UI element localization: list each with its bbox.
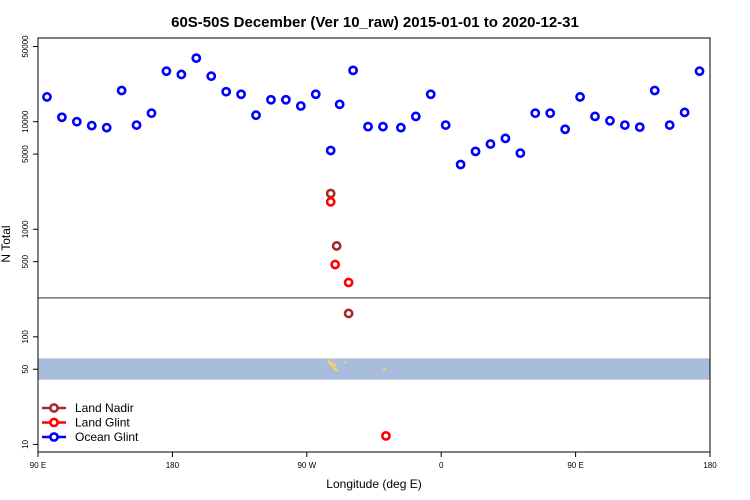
land-speck <box>344 360 348 364</box>
land-speck <box>383 367 386 371</box>
legend-label: Land Nadir <box>75 401 134 415</box>
data-point <box>236 89 246 100</box>
data-point <box>455 159 466 170</box>
data-point <box>116 85 127 96</box>
data-point <box>410 111 421 122</box>
plot-frame <box>37 37 711 453</box>
data-point <box>363 121 373 132</box>
data-point <box>325 196 336 207</box>
y-tick-label: 100 <box>21 330 30 344</box>
x-tick-label: 180 <box>703 461 717 470</box>
x-axis-label: Longitude (deg E) <box>326 477 421 491</box>
data-point <box>500 133 511 144</box>
data-point <box>131 120 142 130</box>
data-point <box>280 94 291 105</box>
chart-title: 60S-50S December (Ver 10_raw) 2015-01-01… <box>171 14 579 31</box>
data-point <box>378 121 388 132</box>
land-markers <box>327 359 386 372</box>
data-point <box>86 120 97 131</box>
land-speck <box>330 361 334 365</box>
data-point <box>560 124 571 135</box>
legend-marker <box>49 432 59 442</box>
legend-label: Ocean Glint <box>75 430 139 444</box>
data-point <box>71 116 82 127</box>
data-point <box>221 86 232 97</box>
x-tick-label: 90 E <box>30 461 46 470</box>
legend-label: Land Glint <box>75 416 130 430</box>
y-tick-label: 1000 <box>21 220 30 238</box>
land-speck <box>327 359 331 363</box>
data-point <box>330 259 341 270</box>
data-point <box>575 92 585 102</box>
data-point <box>649 85 660 96</box>
reference-band <box>38 358 710 380</box>
x-tick-label: 90 E <box>567 461 583 470</box>
data-point <box>310 89 321 100</box>
y-tick-label: 10 <box>21 439 30 448</box>
data-point <box>485 139 496 149</box>
data-point <box>634 122 645 133</box>
data-point <box>440 120 451 130</box>
land-speck <box>335 368 339 372</box>
legend-marker <box>49 403 59 413</box>
data-point <box>331 241 342 251</box>
x-tick-label: 0 <box>439 461 444 470</box>
data-point <box>348 65 358 76</box>
data-point <box>56 112 67 123</box>
data-point <box>176 69 187 80</box>
data-point <box>343 277 354 288</box>
series-layer <box>42 53 705 441</box>
x-tick-label: 90 W <box>297 461 316 470</box>
data-point <box>395 122 406 133</box>
series-ocean-glint <box>42 53 705 170</box>
data-point <box>530 108 541 119</box>
x-axis: 90 E 180 90 W 0 90 E 180 <box>30 452 717 470</box>
y-tick-label: 5000 <box>21 145 30 163</box>
data-point <box>470 146 481 157</box>
data-point <box>381 430 391 441</box>
data-point <box>191 53 202 64</box>
data-point <box>545 108 556 119</box>
data-point <box>101 122 112 133</box>
data-point <box>251 110 261 121</box>
land-speck <box>333 363 337 367</box>
x-tick-label: 180 <box>166 461 180 470</box>
legend-marker <box>49 417 59 428</box>
y-tick-label: 50000 <box>21 35 30 58</box>
y-tick-label: 10000 <box>21 110 30 133</box>
data-point <box>266 94 276 105</box>
data-point <box>664 120 675 130</box>
data-point <box>146 108 157 119</box>
data-point <box>515 148 526 159</box>
series-land-glint <box>325 196 391 441</box>
y-axis: 10 50 100 500 1000 5000 10000 50000 <box>21 35 38 449</box>
data-point <box>334 99 345 110</box>
data-point <box>619 120 630 130</box>
data-point <box>161 66 172 77</box>
data-point <box>679 107 690 118</box>
data-point <box>206 71 217 82</box>
data-point <box>42 92 52 102</box>
data-point <box>343 308 354 319</box>
data-point <box>605 115 615 126</box>
y-tick-label: 50 <box>21 364 30 373</box>
data-point <box>295 101 306 111</box>
data-point <box>325 145 336 156</box>
data-point <box>425 89 436 100</box>
data-point <box>590 111 600 122</box>
data-point <box>694 66 705 77</box>
y-tick-label: 500 <box>21 254 30 268</box>
y-axis-label: N Total <box>0 225 13 262</box>
